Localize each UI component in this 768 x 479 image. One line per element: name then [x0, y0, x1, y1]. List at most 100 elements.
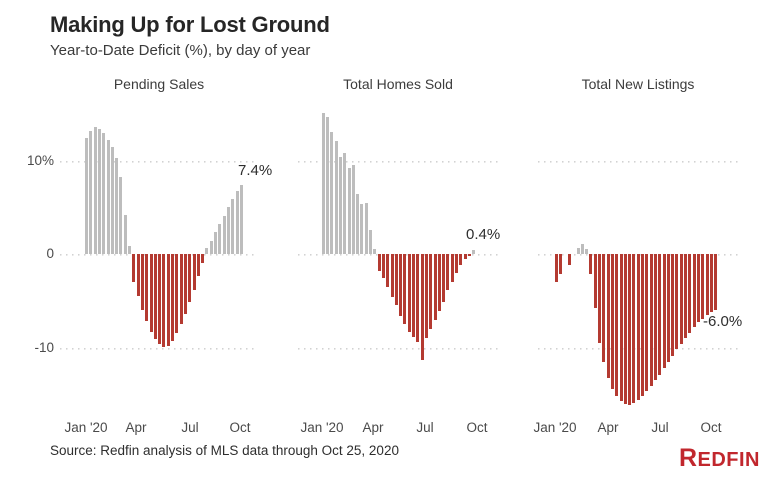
panel-title: Pending Sales [113, 76, 205, 92]
bar [399, 254, 403, 316]
bar [623, 254, 627, 404]
bar [89, 130, 93, 254]
bar [119, 177, 123, 254]
bar [321, 112, 325, 254]
redfin-logo-text-rest: EDFIN [697, 449, 760, 471]
bar [632, 254, 636, 403]
bar [136, 254, 140, 297]
bar [701, 254, 705, 319]
bar [412, 254, 415, 338]
gridline--10 [60, 347, 258, 350]
bar [645, 254, 649, 392]
bar [593, 254, 597, 309]
y-axis-label: 0 [46, 246, 54, 261]
bar [455, 254, 458, 273]
bar [705, 254, 709, 315]
bar [442, 254, 446, 302]
bar [559, 254, 563, 274]
bar [450, 254, 454, 283]
bar [356, 194, 360, 254]
bar [192, 254, 196, 290]
bar [662, 254, 666, 369]
panel-title: Total Homes Sold [343, 76, 453, 92]
bar [381, 254, 385, 279]
redfin-logo: REDFIN [679, 444, 760, 473]
bar [598, 254, 601, 343]
bar [179, 254, 183, 325]
gridline-10 [538, 160, 738, 163]
bar [467, 254, 471, 256]
bar [110, 147, 114, 254]
bar [218, 224, 222, 254]
x-axis-tick-label: Jul [651, 420, 669, 435]
bar [602, 254, 606, 363]
bar [166, 254, 170, 346]
bar [153, 254, 157, 340]
bar [334, 140, 338, 254]
bar [209, 240, 213, 254]
bar [347, 167, 351, 254]
bar [658, 254, 662, 375]
bar [433, 254, 437, 321]
redfin-logo-text: R [678, 444, 698, 472]
bar [386, 254, 390, 287]
bar [459, 254, 463, 266]
bar [338, 156, 342, 254]
bar [696, 254, 700, 323]
bar [128, 245, 131, 254]
bar [149, 254, 153, 332]
bar [102, 133, 106, 254]
bar [201, 254, 205, 264]
bar [205, 248, 209, 254]
bar [653, 254, 657, 381]
bar [615, 254, 619, 397]
bar [222, 215, 226, 254]
bar [610, 254, 614, 389]
bar [369, 229, 372, 254]
bar [97, 128, 101, 254]
value-annotation: 7.4% [238, 162, 273, 179]
bar [666, 254, 670, 363]
bar [567, 254, 571, 266]
bar [407, 254, 411, 332]
x-axis-tick-label: Jan '20 [533, 420, 577, 435]
bar [472, 250, 476, 254]
bar [196, 254, 200, 277]
gridline-10 [60, 160, 258, 163]
bar [115, 157, 119, 254]
bar [446, 254, 450, 291]
x-axis-tick-label: Jan '20 [300, 420, 344, 435]
value-annotation: -6.0% [703, 313, 743, 330]
bar [649, 254, 653, 386]
gridline--10 [298, 347, 498, 350]
bar [671, 254, 675, 356]
bar [93, 126, 97, 254]
bar [85, 138, 88, 254]
x-axis-tick-label: Oct [700, 420, 722, 435]
bar [692, 254, 696, 327]
page-title: Making Up for Lost Ground [50, 12, 330, 37]
page-subtitle: Year-to-Date Deficit (%), by day of year [50, 42, 311, 59]
bar [106, 139, 110, 254]
bar [585, 249, 589, 254]
bar [364, 202, 368, 254]
y-axis-label: 10% [26, 152, 54, 168]
gridline-10 [298, 160, 498, 163]
bar [416, 254, 420, 342]
bar [140, 254, 144, 311]
bar [390, 254, 394, 297]
bar [226, 207, 230, 254]
bar [373, 249, 377, 254]
bar [188, 254, 192, 302]
bar [714, 254, 718, 311]
bar [162, 254, 166, 347]
bar [171, 254, 174, 341]
bar [606, 254, 610, 379]
chart-panel-3: Total New Listings -6.0% Jan '20 Apr Jul Oct [533, 76, 742, 435]
bar [145, 254, 149, 322]
bar [330, 132, 334, 254]
bar [437, 254, 441, 312]
panel-title: Total New Listings [581, 76, 695, 92]
bar [555, 254, 558, 283]
